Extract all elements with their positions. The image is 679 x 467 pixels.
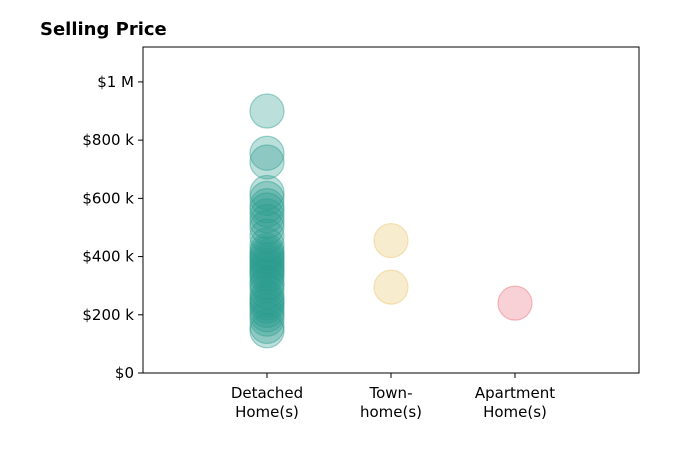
x-tick-label: Detached Home(s) [231, 384, 303, 421]
data-point [249, 273, 285, 310]
data-point [249, 93, 285, 129]
data-point [249, 180, 285, 216]
data-point [249, 313, 285, 349]
y-tick-label: $200 k [82, 306, 134, 324]
data-point [249, 282, 285, 318]
data-point [249, 247, 285, 283]
data-point [249, 292, 285, 329]
data-point [497, 285, 533, 321]
data-point [249, 174, 285, 211]
data-point [249, 301, 285, 337]
points-layer [249, 93, 533, 349]
data-point [249, 204, 285, 240]
x-tick-label: Apartment Home(s) [475, 384, 555, 421]
plot-frame [142, 46, 640, 374]
y-tick-label: $400 k [82, 248, 134, 266]
y-tick-label: $0 [115, 364, 134, 382]
data-point [249, 227, 285, 263]
data-point [249, 233, 285, 269]
y-axis: $0 $200 k $400 k $600 k $800 k $1 M [82, 73, 143, 382]
data-point [249, 259, 285, 295]
data-point [249, 198, 285, 234]
chart-title: Selling Price [40, 19, 167, 40]
data-point [249, 218, 285, 254]
data-point [249, 135, 285, 171]
y-tick-label: $1 M [97, 73, 134, 91]
x-axis: Detached Home(s) Town-home(s) Apartment Home… [231, 373, 555, 421]
data-point [249, 288, 285, 324]
data-point [249, 308, 285, 345]
data-point [249, 209, 285, 246]
x-tick-label: Town-home(s) [360, 384, 422, 421]
data-point [249, 241, 285, 278]
data-point [249, 236, 285, 272]
data-point [249, 279, 285, 315]
data-point [249, 285, 285, 321]
data-point [249, 256, 285, 292]
data-point [249, 268, 285, 304]
data-point [249, 244, 285, 280]
data-point [373, 222, 409, 259]
data-point [249, 297, 285, 333]
data-point [249, 188, 285, 224]
data-point [373, 269, 409, 305]
data-point [249, 238, 285, 275]
data-point [249, 250, 285, 286]
y-tick-label: $600 k [82, 189, 134, 207]
data-point [249, 265, 285, 301]
data-point [249, 192, 285, 228]
data-point [249, 144, 285, 180]
y-tick-label: $800 k [82, 131, 134, 149]
data-point [249, 253, 285, 289]
